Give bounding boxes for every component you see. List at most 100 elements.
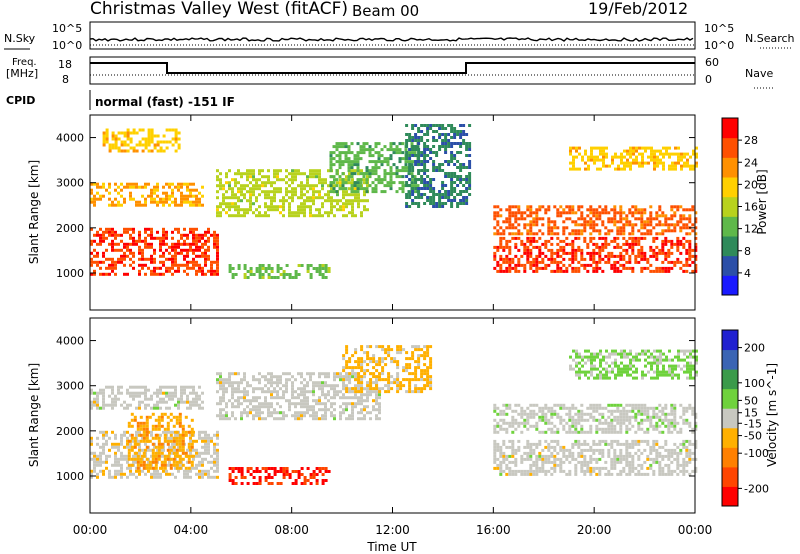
echo-cell <box>526 454 530 458</box>
echo-cell <box>646 472 650 476</box>
echo-cell <box>622 242 626 246</box>
echo-cell <box>183 194 186 198</box>
echo-cell <box>276 402 279 406</box>
echo-cell <box>270 393 273 397</box>
echo-cell <box>682 214 686 218</box>
echo-cell <box>420 139 424 142</box>
echo-cell <box>117 448 120 452</box>
echo-cell <box>108 227 111 231</box>
echo-cell <box>572 164 575 168</box>
echo-cell <box>114 263 117 267</box>
echo-cell <box>324 381 327 385</box>
echo-cell <box>674 164 677 168</box>
echo-cell <box>389 169 393 173</box>
echo-cell <box>562 263 566 267</box>
echo-cell <box>350 151 354 155</box>
echo-cell <box>372 360 376 364</box>
echo-cell <box>351 369 355 373</box>
echo-cell <box>159 245 162 249</box>
echo-cell <box>154 466 158 470</box>
echo-cell <box>300 375 303 379</box>
echo-cell <box>581 155 584 159</box>
echo-cell <box>348 211 351 215</box>
echo-cell <box>610 457 614 461</box>
echo-cell <box>565 454 569 458</box>
echo-cell <box>658 472 662 476</box>
echo-cell <box>177 469 180 473</box>
echo-cell <box>123 454 126 458</box>
echo-cell <box>198 451 201 455</box>
echo-cell <box>553 454 557 458</box>
echo-cell <box>665 146 668 150</box>
echo-cell <box>123 149 127 153</box>
echo-cell <box>102 448 105 452</box>
echo-cell <box>351 208 354 212</box>
echo-cell <box>417 193 421 196</box>
echo-cell <box>441 202 445 205</box>
echo-cell <box>416 184 420 188</box>
echo-cell <box>465 202 469 205</box>
echo-cell <box>565 457 569 461</box>
echo-cell <box>342 411 345 415</box>
echo-cell <box>162 400 165 404</box>
echo-cell <box>375 375 379 379</box>
echo-cell <box>210 266 213 270</box>
echo-cell <box>120 188 123 192</box>
echo-cell <box>216 272 219 276</box>
echo-cell <box>502 460 506 464</box>
echo-cell <box>294 175 297 179</box>
echo-cell <box>559 245 563 249</box>
echo-cell <box>159 254 162 258</box>
echo-cell <box>351 169 354 173</box>
echo-cell <box>172 463 176 467</box>
echo-cell <box>312 417 315 421</box>
echo-cell <box>312 384 315 388</box>
echo-cell <box>156 469 159 473</box>
echo-cell <box>303 402 306 406</box>
echo-cell <box>508 251 512 255</box>
echo-cell <box>141 149 145 153</box>
echo-cell <box>165 406 168 410</box>
echo-cell <box>300 187 303 191</box>
echo-cell <box>689 164 692 168</box>
echo-cell <box>306 381 309 385</box>
nave-label: Nave <box>745 67 773 80</box>
echo-cell <box>360 375 364 379</box>
echo-cell <box>157 427 161 431</box>
echo-cell <box>174 475 177 479</box>
echo-cell <box>441 163 445 166</box>
echo-cell <box>685 448 689 452</box>
echo-cell <box>508 214 512 218</box>
echo-cell <box>641 146 644 150</box>
echo-cell <box>267 482 271 485</box>
echo-cell <box>198 263 201 267</box>
echo-cell <box>276 178 279 182</box>
echo-cell <box>330 411 333 415</box>
echo-cell <box>339 184 342 188</box>
echo-cell <box>162 197 165 201</box>
echo-cell <box>658 214 662 218</box>
echo-cell <box>139 460 143 464</box>
echo-cell <box>357 378 361 382</box>
echo-cell <box>637 463 641 467</box>
echo-cell <box>583 457 587 461</box>
echo-cell <box>145 433 149 437</box>
echo-cell <box>300 381 303 385</box>
echo-cell <box>273 196 276 200</box>
echo-cell <box>312 196 315 200</box>
echo-cell <box>90 182 93 186</box>
echo-cell <box>565 242 569 246</box>
echo-cell <box>240 482 244 485</box>
echo-cell <box>628 466 632 470</box>
echo-cell <box>258 193 261 197</box>
echo-cell <box>321 267 325 270</box>
echo-cell <box>144 272 147 276</box>
echo-cell <box>616 269 620 273</box>
echo-cell <box>190 430 194 434</box>
echo-cell <box>180 263 183 267</box>
echo-cell <box>628 266 632 270</box>
echo-cell <box>405 175 409 178</box>
echo-cell <box>426 181 430 184</box>
echo-cell <box>604 236 608 240</box>
echo-cell <box>255 178 258 182</box>
